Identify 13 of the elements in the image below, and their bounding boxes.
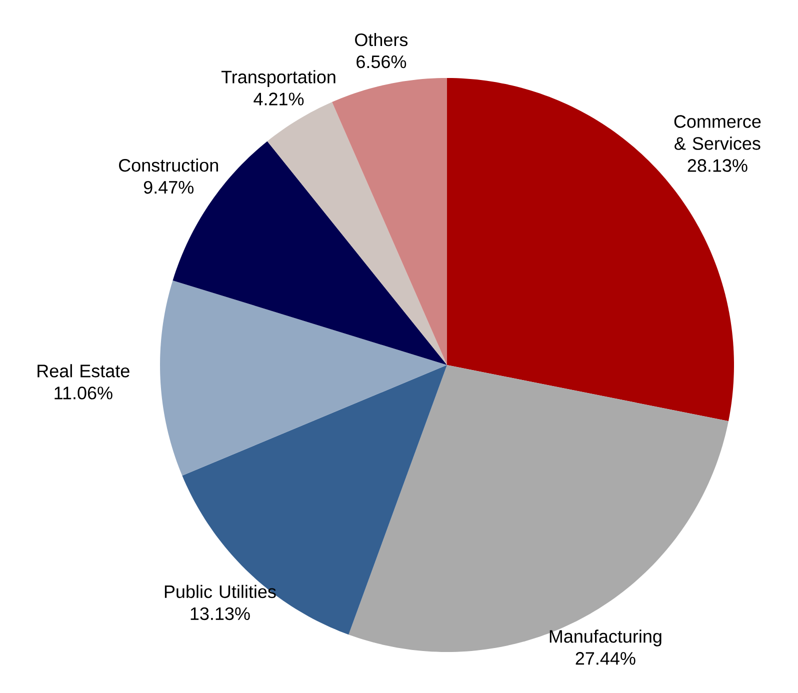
slice-label: Construction	[119, 158, 218, 172]
data-label: 6.56%	[356, 55, 406, 68]
slice-label: Commerce & Services	[674, 115, 761, 150]
data-label: 28.13%	[688, 159, 748, 172]
data-label: 27.44%	[576, 652, 636, 665]
slice-label: Manufacturing	[550, 630, 662, 646]
data-label: 11.06%	[54, 386, 112, 400]
data-label: 13.13%	[190, 607, 250, 620]
slice-label: Real Estate	[38, 364, 130, 378]
slice-label: Transportation	[221, 70, 336, 87]
slice-label: Others	[355, 32, 408, 46]
data-label: 9.47%	[144, 180, 194, 194]
data-label: 4.21%	[254, 92, 304, 106]
